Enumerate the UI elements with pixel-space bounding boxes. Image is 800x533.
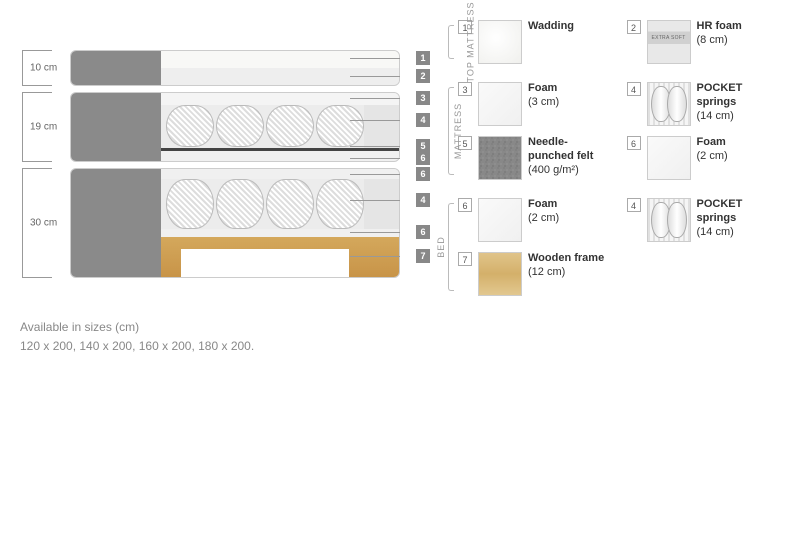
material-swatch: [647, 136, 691, 180]
marker-number: 2: [416, 69, 430, 83]
legend-num: 3: [458, 82, 472, 96]
legend-text: Wooden frame(12 cm): [528, 252, 604, 280]
material-swatch: [478, 252, 522, 296]
material-swatch: [478, 20, 522, 64]
material-swatch: [647, 82, 691, 126]
legend-item: 6 Foam(2 cm): [627, 136, 781, 180]
marker-number: 4: [416, 193, 430, 207]
legend-item: 3 Foam(3 cm): [458, 82, 612, 126]
legend-text: POCKET springs(14 cm): [697, 198, 781, 239]
legend-grid: 3 Foam(3 cm) 4 POCKET springs(14 cm) 5Needle…: [458, 82, 780, 180]
legend-text: Wadding: [528, 20, 574, 34]
legend-section: TOP MATTRESS1Wadding2HR foam(8 cm): [430, 20, 780, 64]
marker-number: 6: [416, 167, 430, 181]
marker-line: [350, 76, 400, 77]
sizes-title: Available in sizes (cm): [20, 318, 400, 337]
marker-number: 1: [416, 51, 430, 65]
marker-line: [350, 120, 400, 121]
legend-num: 7: [458, 252, 472, 266]
cross-section-panel: 10 cm 19 cm 30 cm: [20, 20, 400, 356]
legend-num: 2: [627, 20, 641, 34]
layer-mattress: [70, 92, 400, 162]
legend-item: 7 Wooden frame(12 cm): [458, 252, 612, 296]
marker-number: 7: [416, 249, 430, 263]
legend-num: 4: [627, 82, 641, 96]
marker-line: [350, 158, 400, 159]
legend-item: 4 POCKET springs(14 cm): [627, 198, 781, 242]
marker-line: [350, 98, 400, 99]
legend-item: 1Wadding: [458, 20, 612, 64]
section-label: MATTRESS: [453, 103, 463, 159]
section-bracket: [448, 203, 454, 291]
sizes-list: 120 x 200, 140 x 200, 160 x 200, 180 x 2…: [20, 337, 400, 356]
legend-panel: TOP MATTRESS1Wadding2HR foam(8 cm)MATTRE…: [430, 20, 780, 356]
material-swatch: [647, 20, 691, 64]
marker-line: [350, 256, 400, 257]
dim-mid: 19 cm: [30, 122, 57, 133]
legend-text: Foam(3 cm): [528, 82, 559, 110]
marker-number: 6: [416, 225, 430, 239]
section-label: TOP MATTRESS: [466, 1, 476, 82]
material-swatch: [647, 198, 691, 242]
legend-section: MATTRESS 3 Foam(3 cm) 4 POCKET springs(14 cm…: [430, 82, 780, 180]
legend-text: Foam(2 cm): [697, 136, 728, 164]
legend-num: 6: [458, 198, 472, 212]
marker-line: [350, 200, 400, 201]
marker-number: 6: [416, 151, 430, 165]
section-bracket: [448, 25, 454, 59]
legend-section: BED 6 Foam(2 cm) 4 POCKET springs(14 cm) 7 Woo…: [430, 198, 780, 296]
material-swatch: [478, 82, 522, 126]
legend-text: Foam(2 cm): [528, 198, 559, 226]
legend-item: 2 HR foam(8 cm): [627, 20, 781, 64]
legend-num: 4: [627, 198, 641, 212]
layer-bed: [70, 168, 400, 278]
dim-bed: 30 cm: [30, 218, 57, 229]
legend-grid: 1Wadding 2 HR foam(8 cm): [458, 20, 780, 64]
section-bracket: [448, 87, 454, 175]
legend-text: HR foam(8 cm): [697, 20, 742, 48]
material-swatch: [478, 198, 522, 242]
legend-grid: 6 Foam(2 cm) 4 POCKET springs(14 cm) 7 Wooden…: [458, 198, 780, 296]
marker-line: [350, 58, 400, 59]
legend-text: POCKET springs(14 cm): [697, 82, 781, 123]
legend-item: 6 Foam(2 cm): [458, 198, 612, 242]
dim-top: 10 cm: [30, 63, 57, 74]
sizes-info: Available in sizes (cm) 120 x 200, 140 x…: [20, 318, 400, 356]
legend-item: 5Needle-punched felt(400 g/m²): [458, 136, 612, 180]
legend-text: Needle-punched felt(400 g/m²): [528, 136, 612, 177]
marker-line: [350, 174, 400, 175]
marker-number: 4: [416, 113, 430, 127]
legend-item: 4 POCKET springs(14 cm): [627, 82, 781, 126]
marker-number: 3: [416, 91, 430, 105]
section-label: BED: [436, 236, 446, 258]
legend-num: 6: [627, 136, 641, 150]
marker-line: [350, 232, 400, 233]
marker-line: [350, 146, 400, 147]
mattress-cross-section: 10 cm 19 cm 30 cm: [70, 50, 400, 278]
material-swatch: [478, 136, 522, 180]
layer-top-mattress: [70, 50, 400, 86]
